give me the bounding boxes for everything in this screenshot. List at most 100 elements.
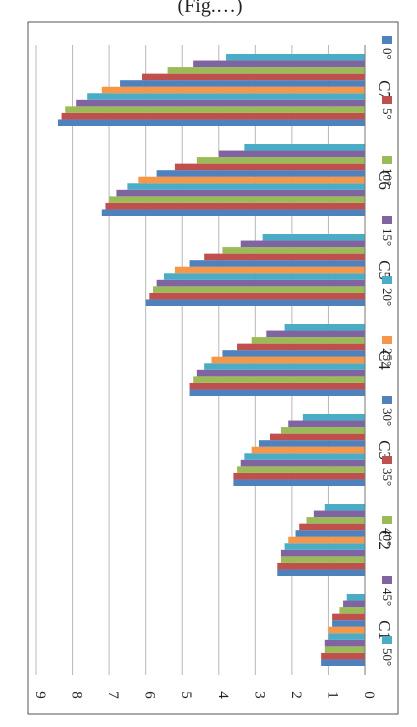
legend-label: 0° (380, 48, 395, 60)
bar-C6-20° (127, 183, 365, 190)
value-tick-label: 3 (251, 691, 267, 699)
category-tick-label: C6 (375, 170, 394, 190)
bar-C6-0° (101, 209, 366, 216)
legend-swatch (382, 396, 392, 404)
legend-swatch (382, 456, 392, 464)
bar-C2-45° (313, 510, 365, 518)
bar-C3-35° (269, 433, 365, 441)
category-tick-label: C2 (375, 530, 394, 550)
bar-C3-10° (237, 466, 365, 473)
bar-C6-5° (105, 202, 365, 210)
value-tick-label: 7 (105, 691, 121, 699)
legend-swatch (382, 96, 392, 104)
bars (57, 54, 366, 666)
bar-C3-25° (251, 446, 365, 454)
bar-C6-15° (116, 189, 365, 197)
bar-C6-25° (138, 176, 365, 184)
bar-C1-45° (343, 600, 365, 608)
bar-C1-35° (332, 613, 365, 621)
value-tick-label: 1 (324, 691, 340, 699)
bar-C5-50° (262, 234, 365, 241)
bar-C5-45° (240, 240, 365, 248)
bar-C5-25° (174, 266, 365, 274)
legend: 0° 5° 10° 15° 20° 25° 30° 35° 40° 45° 50° (380, 36, 395, 666)
bar-C2-25° (288, 536, 365, 544)
bar-C5-40° (222, 247, 365, 254)
bar-C7-50° (226, 54, 365, 61)
bar-C3-15° (240, 459, 365, 467)
legend-label: 50° (380, 648, 395, 666)
legend-label: 45° (380, 588, 395, 606)
bar-C4-5° (189, 382, 365, 390)
bar-C1-30° (332, 620, 365, 627)
bar-C5-30° (189, 260, 365, 267)
bar-C7-10° (65, 106, 365, 113)
value-tick-label: 6 (142, 691, 158, 699)
bar-C3-0° (233, 479, 365, 486)
bar-C1-20° (328, 633, 365, 640)
bar-C4-0° (189, 389, 365, 396)
legend-label: 10° (380, 168, 395, 186)
value-tick-label: 8 (69, 691, 85, 699)
bar-C5-0° (145, 299, 365, 306)
caption-fragment: (Fig.…) (178, 0, 243, 17)
bar-C2-50° (324, 504, 365, 511)
bar-C3-45° (288, 420, 365, 428)
bar-C7-0° (57, 119, 365, 126)
category-tick-label: C4 (375, 350, 394, 370)
legend-label: 20° (380, 288, 395, 306)
bar-C2-20° (284, 543, 365, 550)
bar-C7-40° (167, 67, 365, 74)
category-tick-label: C5 (375, 260, 394, 280)
legend-swatch (382, 36, 392, 44)
category-tick-label: C7 (375, 80, 394, 100)
bar-C2-10° (280, 556, 365, 563)
value-tick-label: 4 (215, 691, 231, 699)
bar-C5-15° (156, 279, 365, 287)
legend-label: 5° (380, 108, 395, 120)
legend-swatch (382, 516, 392, 524)
bar-C1-15° (324, 639, 365, 647)
bar-C2-15° (280, 549, 365, 557)
bar-C6-45° (218, 150, 365, 158)
bar-C3-5° (233, 472, 365, 480)
bar-C1-0° (321, 659, 365, 666)
bar-C2-40° (306, 517, 365, 524)
bar-C1-10° (324, 646, 365, 653)
category-tick-label: C1 (375, 620, 394, 640)
bar-C6-40° (196, 157, 365, 164)
legend-swatch (382, 156, 392, 164)
bar-C4-35° (237, 343, 365, 351)
bar-C4-20° (204, 363, 365, 370)
legend-swatch (382, 336, 392, 344)
bar-C5-10° (152, 286, 365, 293)
bar-C7-30° (120, 80, 365, 87)
legend-swatch (382, 216, 392, 224)
bar-C4-25° (211, 356, 365, 364)
legend-swatch (382, 276, 392, 284)
chart-frame (27, 21, 399, 715)
bar-C4-45° (266, 330, 365, 338)
value-tick-label: 0 (361, 691, 377, 699)
bar-C4-40° (251, 337, 365, 344)
bar-C7-20° (87, 93, 365, 100)
bar-C6-10° (109, 196, 365, 203)
bar-C2-35° (299, 523, 365, 531)
bar-C6-35° (174, 163, 365, 171)
bar-C1-25° (328, 626, 365, 634)
bar-C6-50° (244, 144, 365, 151)
bar-C2-5° (277, 562, 365, 570)
value-tick-label: 5 (178, 691, 194, 699)
bar-C7-5° (61, 112, 365, 120)
legend-swatch (382, 636, 392, 644)
legend-label: 40° (380, 528, 395, 546)
value-tick-label: 2 (288, 691, 304, 699)
value-tick-label: 9 (32, 691, 48, 699)
bar-C1-50° (346, 594, 365, 601)
bar-C6-30° (156, 170, 365, 177)
bar-C3-50° (302, 414, 365, 421)
bar-C7-45° (193, 60, 365, 68)
legend-label: 30° (380, 408, 395, 426)
